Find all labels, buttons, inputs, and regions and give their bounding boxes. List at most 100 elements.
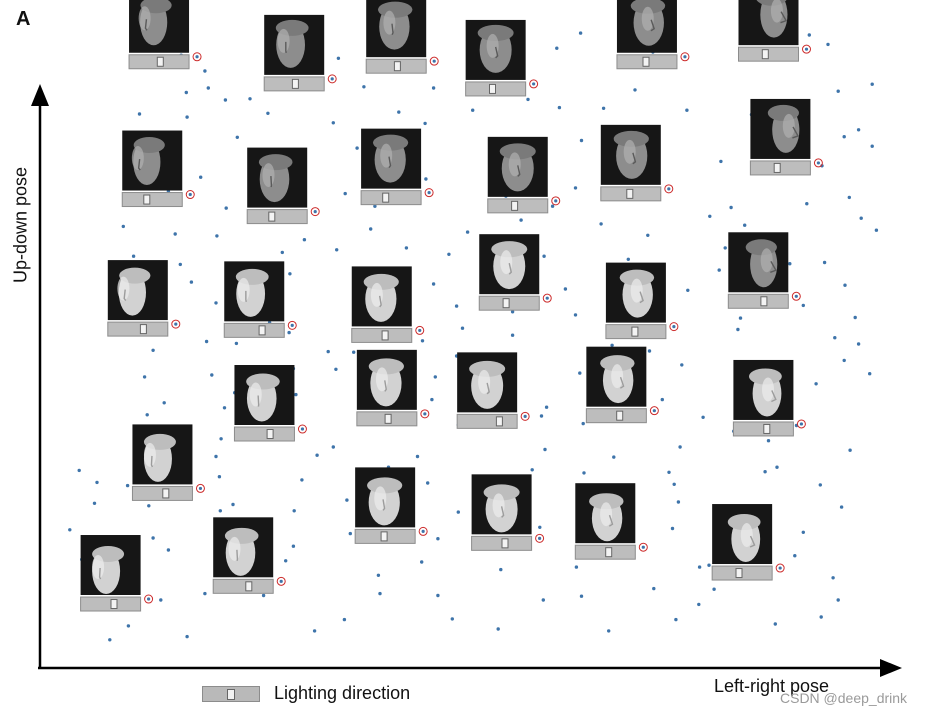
scatter-point	[142, 375, 147, 379]
scatter-point	[266, 111, 270, 116]
lighting-slider-knob	[384, 413, 392, 424]
legend-label: Lighting direction	[274, 683, 411, 703]
lighting-slider-knob	[381, 330, 389, 341]
scatter-point	[131, 254, 136, 258]
scatter-point	[280, 250, 284, 255]
face-marker-point	[804, 47, 809, 51]
lighting-slider-track	[456, 413, 518, 429]
scatter-point	[550, 204, 555, 208]
scatter-point	[95, 480, 99, 485]
face-hair	[373, 134, 409, 151]
face-marker-point	[423, 412, 427, 416]
scatter-point	[447, 252, 451, 256]
face-highlight	[131, 146, 144, 171]
scatter-point	[601, 106, 606, 111]
face-thumbnail	[600, 124, 674, 202]
scatter-point	[147, 504, 151, 508]
scatter-point	[848, 448, 852, 452]
face-marker-ring	[424, 188, 434, 198]
face-thumbnail	[478, 234, 552, 311]
lighting-slider-knob	[291, 78, 299, 89]
scatter-point	[378, 591, 382, 596]
face-marker-point	[290, 323, 294, 327]
face-highlight	[228, 536, 241, 561]
face-nose	[270, 176, 273, 188]
face-thumbnail	[246, 147, 320, 225]
face-marker-point	[147, 597, 151, 601]
scatter-point	[203, 591, 207, 596]
face-thumbnail	[80, 535, 154, 612]
scatter-point	[217, 475, 222, 479]
scatter-point	[355, 146, 359, 150]
face-thumbnail	[574, 483, 648, 560]
face-thumbnail	[356, 349, 430, 427]
y-axis-label-box: Up-down pose	[6, 160, 36, 290]
face-marker-point	[432, 59, 436, 63]
face-thumbnail	[471, 474, 545, 551]
lighting-slider-track	[212, 578, 274, 594]
scatter-point	[708, 214, 712, 218]
scatter-point	[775, 465, 779, 469]
scatter-point	[729, 205, 733, 210]
scatter-point	[555, 46, 559, 50]
face-marker-ring	[529, 79, 539, 89]
scatter-point	[676, 500, 681, 504]
scatter-point	[717, 268, 721, 272]
face-marker-point	[330, 77, 334, 81]
scatter-point	[300, 478, 304, 482]
scatter-point	[185, 634, 189, 639]
face-thumbnail	[131, 424, 205, 501]
scatter-point	[223, 98, 228, 102]
scatter-point	[573, 313, 578, 317]
face-marker-ring	[185, 190, 195, 200]
scatter-point	[426, 481, 430, 485]
scatter-point	[743, 223, 747, 227]
face-nose	[608, 514, 614, 527]
face-thumbnail	[585, 346, 659, 424]
scatter-point	[334, 367, 338, 371]
face-thumbnail	[616, 0, 690, 70]
face-marker-point	[198, 486, 203, 491]
scatter-point	[204, 339, 209, 344]
scatter-point	[573, 186, 578, 190]
scatter-point	[326, 349, 330, 354]
lighting-slider-knob	[495, 416, 503, 427]
face-marker-point	[816, 161, 821, 165]
face-nose	[770, 260, 777, 273]
scatter-point	[839, 505, 844, 509]
lighting-slider-knob	[631, 326, 639, 337]
scatter-point	[343, 191, 347, 196]
face-hair	[499, 143, 536, 160]
face-hair	[767, 104, 800, 121]
face-marker-ring	[144, 594, 154, 604]
scatter-point	[460, 326, 465, 330]
scatter-point	[291, 544, 296, 548]
lighting-slider-knob	[162, 488, 170, 499]
scatter-point	[670, 526, 675, 531]
lighting-slider-knob	[761, 49, 769, 60]
face-marker-point	[174, 322, 178, 326]
scatter-point	[530, 468, 534, 472]
scatter-point	[292, 509, 296, 513]
scatter-point	[574, 565, 579, 569]
scatter-point	[125, 483, 130, 488]
lighting-slider-knob	[258, 325, 266, 336]
scatter-point	[302, 238, 307, 242]
lighting-slider-knob	[489, 83, 496, 94]
face-highlight	[740, 523, 753, 548]
scatter-point	[235, 135, 239, 139]
scatter-point	[842, 358, 846, 363]
face-nose	[150, 455, 154, 468]
face-marker-point	[667, 187, 671, 191]
face-marker-ring	[791, 291, 801, 301]
scatter-point	[874, 228, 879, 232]
scatter-point	[842, 135, 846, 139]
scatter-point	[430, 397, 434, 402]
lighting-slider-knob	[245, 581, 253, 592]
lighting-slider-knob	[501, 538, 509, 549]
face-highlight	[486, 33, 499, 58]
face-nose	[388, 156, 392, 169]
x-axis-label: Left-right pose	[714, 676, 830, 696]
face-highlight	[782, 113, 795, 138]
face-marker-point	[532, 82, 536, 86]
